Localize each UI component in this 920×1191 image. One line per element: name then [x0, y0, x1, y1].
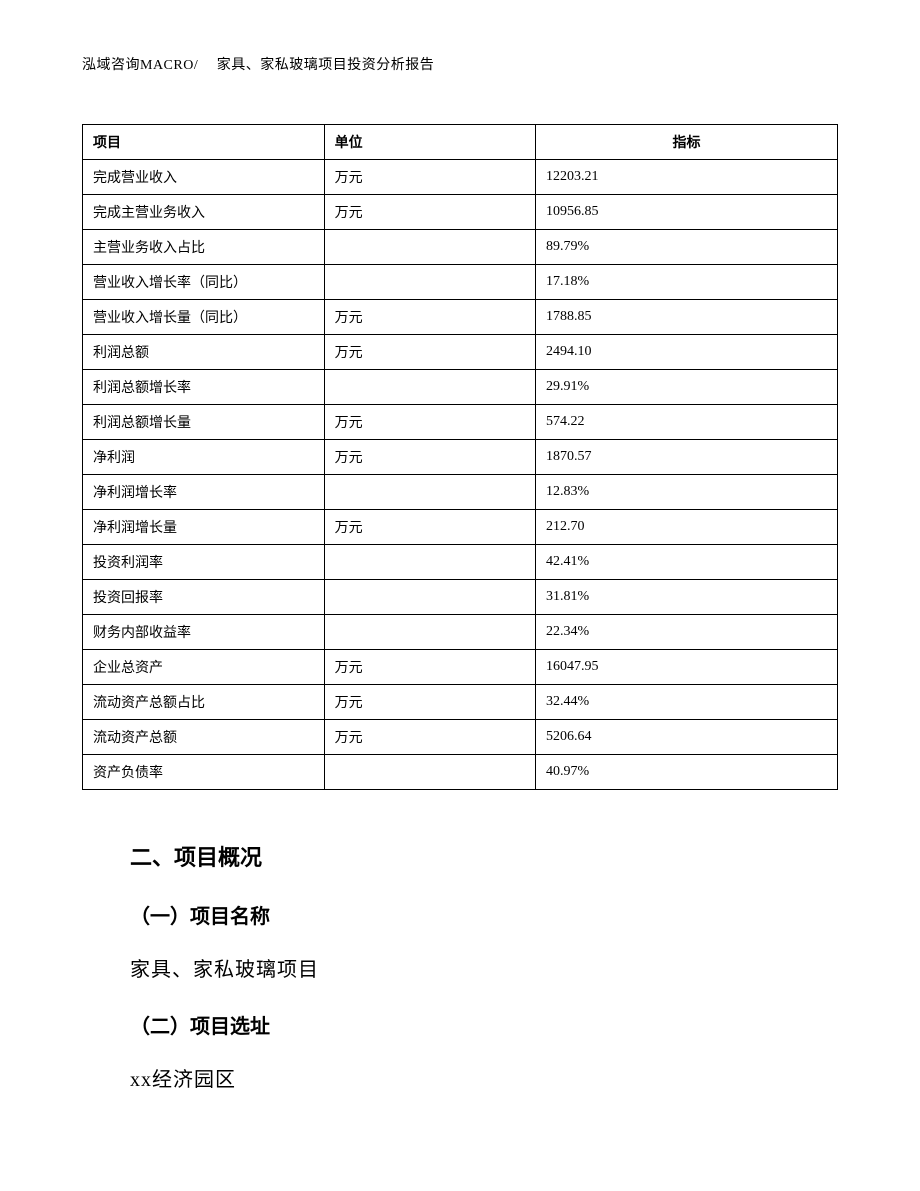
- col-header-unit: 单位: [324, 125, 535, 160]
- table-header-row: 项目 单位 指标: [83, 125, 838, 160]
- table-cell: [324, 755, 535, 790]
- table-row: 营业收入增长量（同比）万元1788.85: [83, 300, 838, 335]
- table-cell: 利润总额: [83, 335, 325, 370]
- table-cell: 574.22: [535, 405, 837, 440]
- table-row: 企业总资产万元16047.95: [83, 650, 838, 685]
- table-cell: [324, 545, 535, 580]
- table-cell: 利润总额增长量: [83, 405, 325, 440]
- table-cell: 16047.95: [535, 650, 837, 685]
- table-cell: 1870.57: [535, 440, 837, 475]
- table-cell: 10956.85: [535, 195, 837, 230]
- table-cell: 万元: [324, 335, 535, 370]
- table-cell: 流动资产总额: [83, 720, 325, 755]
- table-cell: [324, 230, 535, 265]
- table-cell: 万元: [324, 160, 535, 195]
- table-cell: [324, 580, 535, 615]
- table-row: 利润总额增长率 29.91%: [83, 370, 838, 405]
- table-cell: 17.18%: [535, 265, 837, 300]
- table-cell: [324, 370, 535, 405]
- table-row: 资产负债率 40.97%: [83, 755, 838, 790]
- text-project-name: 家具、家私玻璃项目: [130, 953, 838, 982]
- table-cell: 22.34%: [535, 615, 837, 650]
- table-cell: 万元: [324, 300, 535, 335]
- table-cell: 流动资产总额占比: [83, 685, 325, 720]
- table-cell: 42.41%: [535, 545, 837, 580]
- table-cell: 净利润增长量: [83, 510, 325, 545]
- table-cell: 万元: [324, 195, 535, 230]
- table-cell: 营业收入增长率（同比）: [83, 265, 325, 300]
- table-row: 利润总额万元2494.10: [83, 335, 838, 370]
- table-row: 净利润增长率 12.83%: [83, 475, 838, 510]
- table-cell: 万元: [324, 510, 535, 545]
- table-row: 营业收入增长率（同比） 17.18%: [83, 265, 838, 300]
- table-cell: 1788.85: [535, 300, 837, 335]
- col-header-item: 项目: [83, 125, 325, 160]
- table-row: 净利润万元1870.57: [83, 440, 838, 475]
- section-heading-overview: 二、项目概况: [130, 840, 838, 872]
- text-project-location: xx经济园区: [130, 1063, 838, 1092]
- table-cell: 营业收入增长量（同比）: [83, 300, 325, 335]
- table-cell: 12.83%: [535, 475, 837, 510]
- table-cell: 万元: [324, 405, 535, 440]
- subheading-project-name: （一）项目名称: [130, 900, 838, 929]
- table-cell: 企业总资产: [83, 650, 325, 685]
- financial-indicators-table: 项目 单位 指标 完成营业收入万元12203.21完成主营业务收入万元10956…: [82, 124, 838, 790]
- page-header: 泓域咨询MACRO/ 家具、家私玻璃项目投资分析报告: [82, 54, 838, 74]
- table-row: 财务内部收益率 22.34%: [83, 615, 838, 650]
- table-cell: 29.91%: [535, 370, 837, 405]
- table-cell: 5206.64: [535, 720, 837, 755]
- table-row: 完成主营业务收入万元10956.85: [83, 195, 838, 230]
- table-cell: [324, 475, 535, 510]
- table-body: 完成营业收入万元12203.21完成主营业务收入万元10956.85主营业务收入…: [83, 160, 838, 790]
- table-cell: 40.97%: [535, 755, 837, 790]
- table-row: 流动资产总额万元5206.64: [83, 720, 838, 755]
- subheading-project-location: （二）项目选址: [130, 1010, 838, 1039]
- table-cell: 万元: [324, 720, 535, 755]
- table-row: 投资利润率 42.41%: [83, 545, 838, 580]
- table-cell: 32.44%: [535, 685, 837, 720]
- table-row: 主营业务收入占比 89.79%: [83, 230, 838, 265]
- table-cell: 2494.10: [535, 335, 837, 370]
- table-cell: 主营业务收入占比: [83, 230, 325, 265]
- col-header-indicator: 指标: [535, 125, 837, 160]
- table-cell: 89.79%: [535, 230, 837, 265]
- table-cell: 净利润: [83, 440, 325, 475]
- table-row: 净利润增长量万元212.70: [83, 510, 838, 545]
- table-cell: [324, 615, 535, 650]
- table-row: 投资回报率 31.81%: [83, 580, 838, 615]
- table-cell: 万元: [324, 650, 535, 685]
- table-cell: 资产负债率: [83, 755, 325, 790]
- table-cell: 利润总额增长率: [83, 370, 325, 405]
- table-row: 利润总额增长量万元574.22: [83, 405, 838, 440]
- table-cell: 投资回报率: [83, 580, 325, 615]
- table-cell: 投资利润率: [83, 545, 325, 580]
- table-row: 流动资产总额占比万元32.44%: [83, 685, 838, 720]
- table-cell: 净利润增长率: [83, 475, 325, 510]
- table-cell: 31.81%: [535, 580, 837, 615]
- table-cell: [324, 265, 535, 300]
- table-cell: 财务内部收益率: [83, 615, 325, 650]
- table-cell: 万元: [324, 685, 535, 720]
- table-cell: 212.70: [535, 510, 837, 545]
- table-cell: 万元: [324, 440, 535, 475]
- table-cell: 完成营业收入: [83, 160, 325, 195]
- table-cell: 12203.21: [535, 160, 837, 195]
- table-cell: 完成主营业务收入: [83, 195, 325, 230]
- table-row: 完成营业收入万元12203.21: [83, 160, 838, 195]
